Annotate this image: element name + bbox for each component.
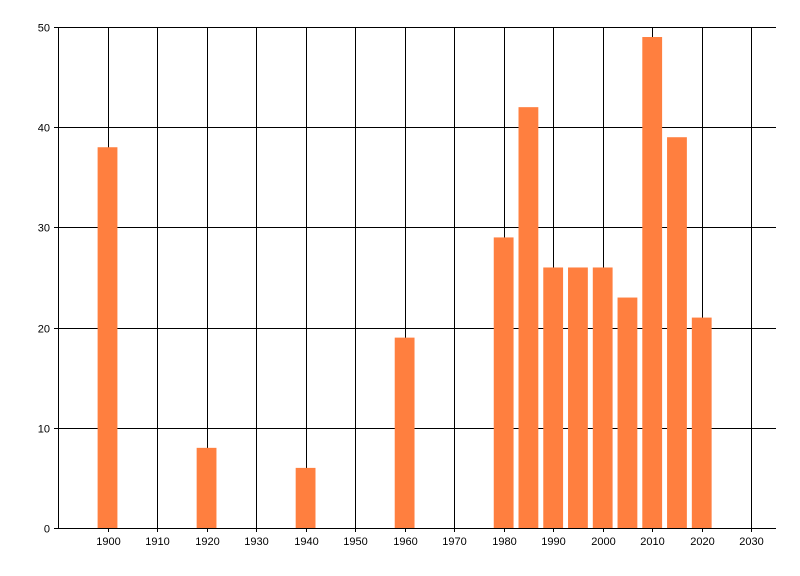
bar — [196, 447, 217, 528]
x-tick-label: 1960 — [393, 536, 417, 548]
bar — [642, 37, 663, 529]
y-tick-label: 30 — [38, 223, 50, 235]
x-tick-label: 2030 — [739, 536, 763, 548]
bar — [617, 297, 638, 528]
bars — [97, 37, 712, 529]
x-tick-label: 1990 — [541, 536, 565, 548]
y-tick-label: 10 — [38, 424, 50, 436]
bar — [394, 337, 415, 528]
x-tick-label: 2010 — [640, 536, 664, 548]
bar — [543, 267, 564, 528]
x-tick-label: 1950 — [343, 536, 367, 548]
x-tick-label: 1930 — [244, 536, 268, 548]
bar — [592, 267, 613, 528]
x-tick-label: 1920 — [195, 536, 219, 548]
bar — [667, 137, 687, 528]
x-tick-label: 1970 — [442, 536, 466, 548]
x-tick-label: 2020 — [690, 536, 714, 548]
bar — [295, 467, 316, 528]
x-tick-label: 1910 — [145, 536, 169, 548]
x-tick-label: 1940 — [294, 536, 318, 548]
y-tick-label: 50 — [38, 23, 50, 35]
y-tick-label: 20 — [38, 324, 50, 336]
axes — [54, 27, 776, 532]
y-tick-label: 0 — [44, 524, 50, 536]
bar — [97, 147, 118, 529]
y-tick-label: 40 — [38, 123, 50, 135]
bar — [518, 107, 539, 528]
x-tick-label: 1980 — [492, 536, 516, 548]
bar — [568, 267, 588, 528]
x-tick-label: 1900 — [96, 536, 120, 548]
x-tick-label: 2000 — [591, 536, 615, 548]
bar — [493, 237, 514, 529]
bar — [691, 317, 712, 528]
